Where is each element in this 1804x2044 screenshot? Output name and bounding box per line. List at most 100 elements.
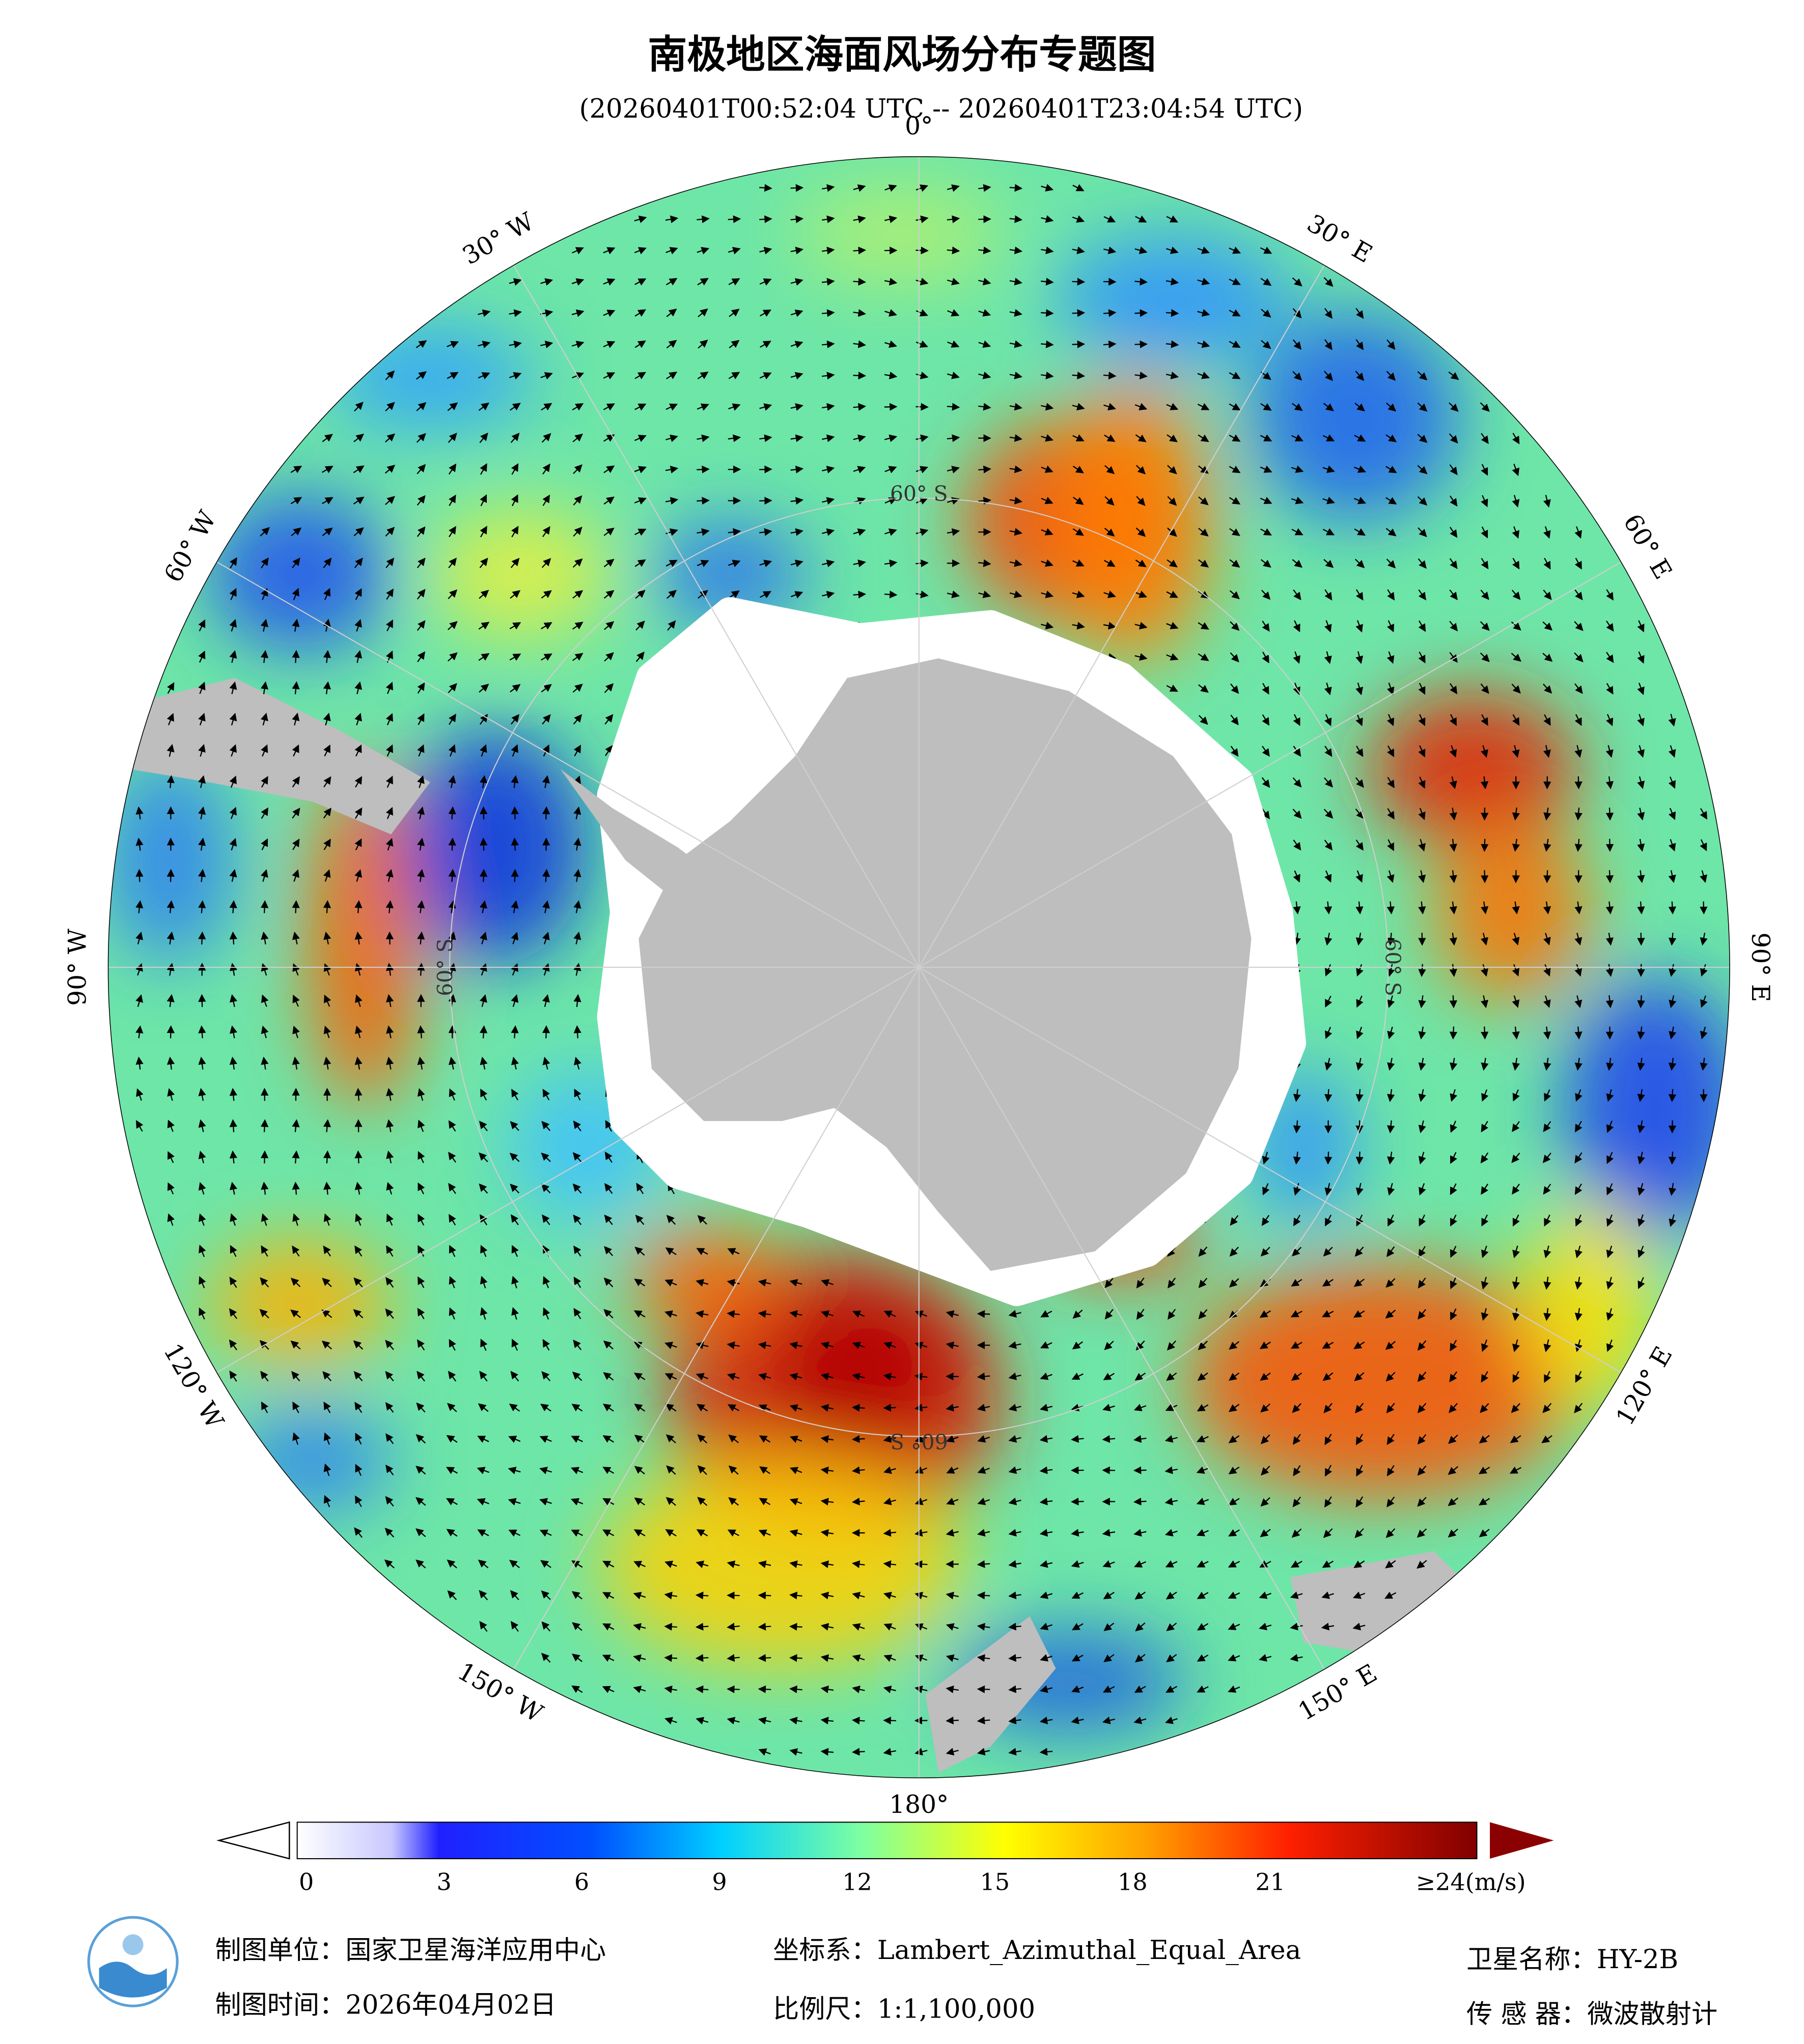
wind-arrow <box>1322 434 1335 441</box>
wind-arrow <box>448 900 456 913</box>
wind-arrow <box>541 590 552 599</box>
wind-arrow <box>290 465 302 473</box>
wind-arrow <box>198 775 206 788</box>
wind-arrow <box>1386 870 1395 883</box>
longitude-label: 90° W <box>64 929 92 1006</box>
wind-arrow <box>1009 277 1023 286</box>
wind-arrow <box>384 464 396 474</box>
wind-arrow <box>1543 590 1552 600</box>
wind-arrow <box>447 372 459 380</box>
wind-arrow <box>448 683 457 693</box>
wind-arrow <box>292 619 300 632</box>
wind-arrow <box>1134 403 1148 410</box>
wind-arrow <box>323 681 331 694</box>
colorbar-tick-label: 9 <box>712 1868 727 1895</box>
wind-arrow <box>292 744 299 757</box>
wind-arrow <box>1198 527 1209 537</box>
wind-arrow <box>1637 964 1645 977</box>
wind-arrow <box>542 494 550 506</box>
wind-arrow <box>1009 528 1023 536</box>
wind-arrow <box>354 650 363 663</box>
wind-arrow <box>1323 403 1334 411</box>
wind-arrow <box>1511 653 1521 662</box>
wind-arrow <box>1355 839 1364 851</box>
wind-arrow <box>1668 1120 1677 1134</box>
wind-arrow <box>354 619 362 632</box>
wind-arrow <box>478 309 491 317</box>
wind-arrow <box>323 713 331 725</box>
wind-arrow <box>759 496 772 505</box>
wind-arrow <box>1293 714 1300 726</box>
wind-arrow <box>1481 964 1488 977</box>
wind-arrow <box>1071 1497 1084 1506</box>
wind-arrow <box>666 309 677 317</box>
wind-arrow <box>166 775 175 789</box>
wind-arrow <box>1668 1089 1677 1102</box>
wind-arrow <box>759 403 772 411</box>
wind-arrow <box>604 683 614 693</box>
wind-arrow <box>353 527 364 537</box>
wind-arrow <box>573 744 581 757</box>
wind-arrow <box>480 869 488 882</box>
wind-arrow <box>1574 621 1584 631</box>
wind-arrow <box>978 591 991 598</box>
wind-arrow <box>573 526 582 537</box>
wind-arrow <box>323 557 332 569</box>
wind-arrow <box>1166 215 1178 223</box>
wind-arrow <box>479 775 488 789</box>
wind-arrow <box>634 309 646 317</box>
wind-arrow <box>1229 497 1241 505</box>
wind-arrow <box>1166 246 1179 254</box>
wind-arrow <box>915 528 929 536</box>
wind-arrow <box>260 900 269 913</box>
wind-arrow <box>728 559 741 568</box>
wind-arrow <box>511 775 519 789</box>
wind-arrow <box>1449 464 1458 475</box>
wind-arrow <box>635 621 645 631</box>
wind-arrow <box>1262 683 1269 695</box>
wind-arrow <box>385 682 394 694</box>
wind-arrow <box>417 682 425 694</box>
wind-arrow <box>1574 652 1584 662</box>
wind-arrow <box>1543 714 1551 726</box>
wind-arrow <box>229 681 237 694</box>
wind-arrow <box>385 775 393 788</box>
wind-arrow <box>634 497 647 505</box>
wind-arrow <box>1481 1026 1489 1040</box>
wind-arrow <box>1386 933 1395 946</box>
wind-arrow <box>1102 1466 1116 1474</box>
wind-arrow <box>665 465 679 473</box>
wind-arrow <box>790 403 803 411</box>
wind-arrow <box>449 494 456 506</box>
wind-arrow <box>292 994 300 1007</box>
wind-arrow <box>448 433 457 443</box>
wind-arrow <box>1637 682 1645 695</box>
wind-arrow <box>1418 964 1426 977</box>
wind-arrow <box>1387 745 1395 758</box>
wind-arrow <box>1103 622 1117 630</box>
wind-arrow <box>822 465 835 473</box>
wind-arrow <box>509 653 521 661</box>
wind-arrow <box>1260 434 1272 441</box>
wind-arrow <box>1293 620 1300 632</box>
wind-arrow <box>1668 714 1676 727</box>
longitude-label: 90° E <box>1746 932 1774 1002</box>
wind-arrow <box>1104 465 1115 474</box>
wind-arrow <box>292 776 300 788</box>
wind-arrow <box>1353 496 1367 505</box>
wind-arrow <box>634 435 647 442</box>
wind-arrow <box>1355 901 1364 915</box>
wind-arrow <box>1387 808 1395 820</box>
colorbar-ramp <box>296 1822 1478 1860</box>
wind-arrow <box>1574 589 1583 601</box>
wind-arrow <box>1293 682 1300 695</box>
wind-arrow <box>354 807 363 819</box>
wind-arrow <box>1637 807 1645 821</box>
wind-arrow <box>1260 559 1271 568</box>
wind-arrow <box>1448 371 1459 380</box>
wind-arrow <box>323 838 331 850</box>
wind-arrow <box>1072 591 1085 598</box>
wind-arrow <box>354 1087 363 1101</box>
wind-arrow <box>603 590 615 599</box>
wind-arrow <box>135 806 144 820</box>
